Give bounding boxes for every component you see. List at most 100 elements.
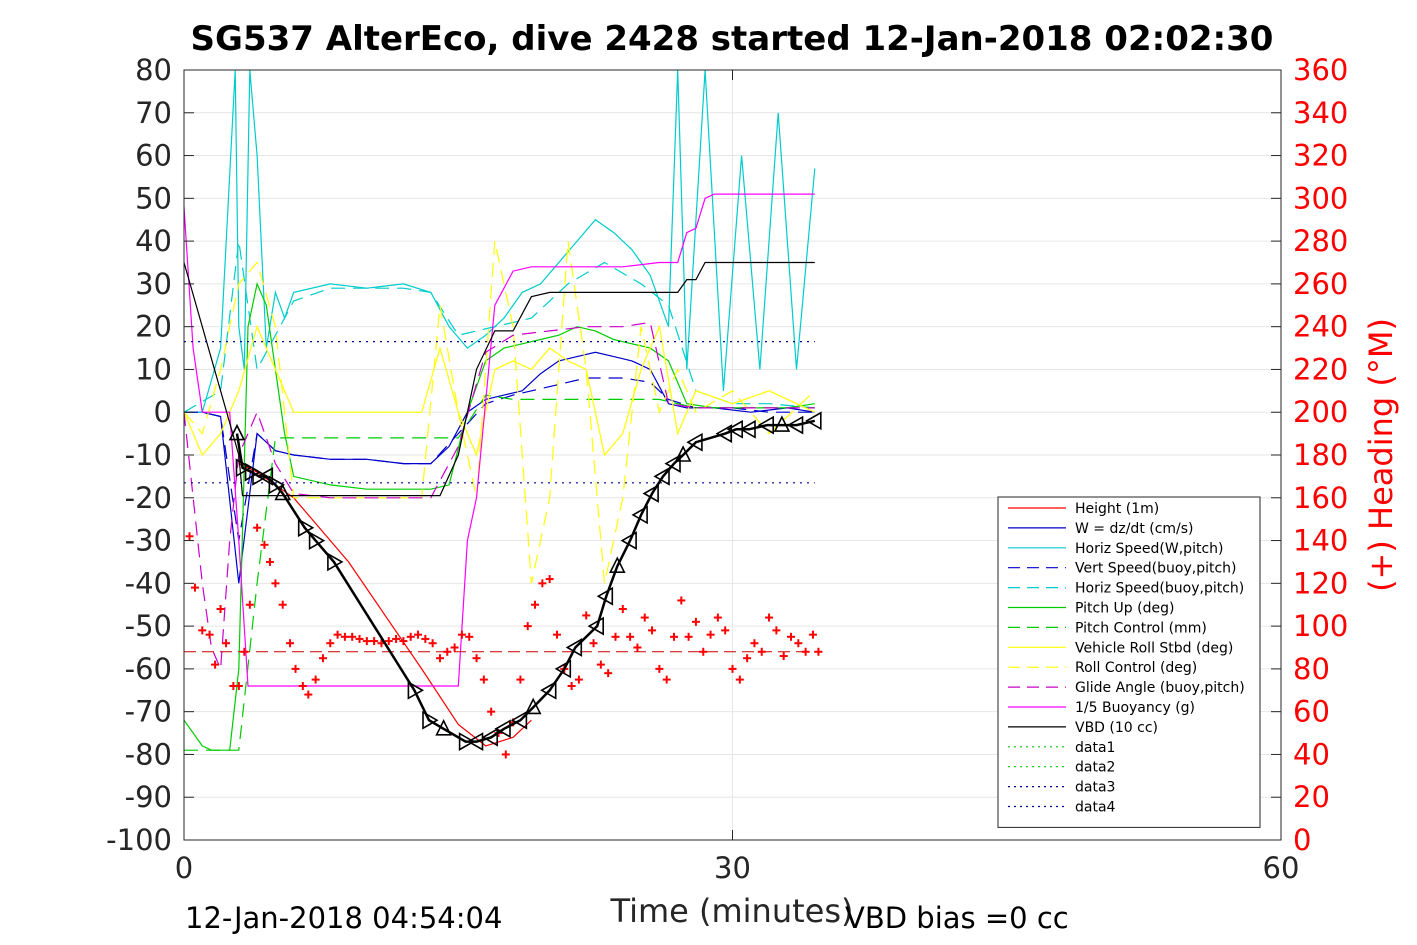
heading-point [662, 675, 671, 684]
heading-point [428, 639, 437, 648]
y-tick-label-left: -40 [125, 566, 172, 600]
depth-marker [587, 616, 605, 636]
heading-point [205, 630, 214, 639]
heading-point [706, 630, 715, 639]
depth-marker [256, 467, 274, 486]
y-tick-label-right: 180 [1293, 438, 1348, 472]
heading-point [655, 664, 664, 673]
legend-entry-label: Roll Control (deg) [1075, 660, 1197, 676]
y-tick-label-right: 340 [1293, 96, 1348, 130]
depth-marker [596, 586, 614, 606]
series-lines [183, 69, 816, 751]
depth-marker [494, 719, 511, 739]
legend-entry-label: Horiz Speed(W,pitch) [1075, 541, 1223, 557]
legend-box [997, 496, 1261, 828]
legend-entry-label: data2 [1075, 760, 1115, 776]
heading-point [185, 532, 194, 541]
depth-marker [554, 659, 572, 679]
y-tick-label-right: 0 [1293, 823, 1311, 857]
depth-marker [297, 518, 315, 538]
y-tick-label-right: 320 [1293, 139, 1348, 173]
heading-point [618, 605, 627, 613]
y-tick-label-left: 0 [154, 395, 172, 429]
y-tick-label-right: 40 [1293, 737, 1330, 771]
heading-point [801, 647, 810, 656]
depth-marker [466, 732, 484, 751]
heading-point [304, 690, 313, 699]
depth-marker [458, 732, 476, 751]
heading-point [370, 637, 379, 646]
heading-point [278, 600, 287, 609]
heading-point [684, 632, 693, 641]
legend-entry-label: Pitch Up (deg) [1075, 601, 1174, 617]
depth-marker [510, 710, 528, 730]
legend-entry-label: 1/5 Buoyancy (g) [1075, 700, 1195, 716]
y-tick-label-right: 300 [1293, 181, 1348, 215]
depth-marker [620, 531, 637, 550]
heading-point [794, 639, 803, 648]
heading-point [596, 660, 605, 669]
heading-point [523, 622, 532, 631]
heading-point [326, 639, 335, 648]
y-tick-label-right: 160 [1293, 481, 1348, 515]
heading-point [253, 523, 262, 532]
heading-point [501, 750, 510, 759]
depth-marker [631, 505, 648, 525]
heading-point [691, 617, 700, 626]
y-tick-label-left: -80 [125, 737, 172, 771]
heading-point [545, 575, 554, 584]
heading-point [611, 632, 620, 641]
y-tick-label-right: 80 [1293, 652, 1330, 686]
heading-point [457, 630, 466, 639]
overlay-marks [184, 411, 823, 759]
depth-marker [642, 484, 659, 503]
y-tick-label-left: -60 [125, 652, 172, 686]
heading-point [757, 647, 766, 656]
heading-point [406, 632, 415, 641]
heading-point [567, 682, 576, 690]
heading-point [348, 632, 357, 641]
heading-point [472, 654, 481, 663]
depth-marker [773, 415, 791, 432]
heading-point [399, 637, 408, 646]
y-tick-label-right: 360 [1293, 53, 1348, 87]
depth-marker [435, 719, 452, 736]
heading-point [814, 647, 823, 656]
depth-marker [422, 710, 439, 730]
x-tick-label: 0 [175, 851, 193, 885]
heading-point [271, 579, 280, 588]
heading-point [240, 647, 249, 656]
heading-point [640, 613, 649, 622]
y-tick-label-right: 60 [1293, 695, 1330, 729]
heading-point [318, 654, 327, 663]
heading-point [552, 630, 561, 639]
y-tick-label-left: 80 [135, 53, 172, 87]
depth-marker [653, 467, 670, 486]
heading-point [222, 639, 231, 648]
y-tick-label-left: 10 [135, 352, 172, 386]
heading-point [604, 669, 613, 678]
depth-marker [805, 411, 822, 431]
y-tick-label-right: 120 [1293, 566, 1348, 600]
heading-point [787, 632, 796, 641]
depth-marker [757, 415, 775, 435]
heading-point [779, 652, 788, 661]
heading-point [392, 634, 401, 643]
heading-point [626, 632, 635, 641]
heading-point [728, 664, 737, 673]
heading-point [669, 632, 678, 641]
heading-point [531, 600, 540, 609]
depth-marker [228, 423, 246, 441]
y-tick-label-left: -90 [125, 780, 172, 814]
series-line [183, 240, 816, 584]
heading-point [286, 639, 295, 648]
heading-point [713, 613, 722, 622]
y-tick-label-left: 40 [135, 224, 172, 258]
legend-entry-label: Horiz Speed(buoy,pitch) [1075, 581, 1244, 597]
depth-marker [407, 680, 425, 700]
legend-entry-label: Height (1m) [1075, 501, 1159, 517]
heading-point [721, 626, 730, 635]
heading-point [772, 626, 781, 635]
y-tick-label-left: 60 [135, 139, 172, 173]
right-axis-label: (+) Heading (°M) [1362, 318, 1400, 592]
